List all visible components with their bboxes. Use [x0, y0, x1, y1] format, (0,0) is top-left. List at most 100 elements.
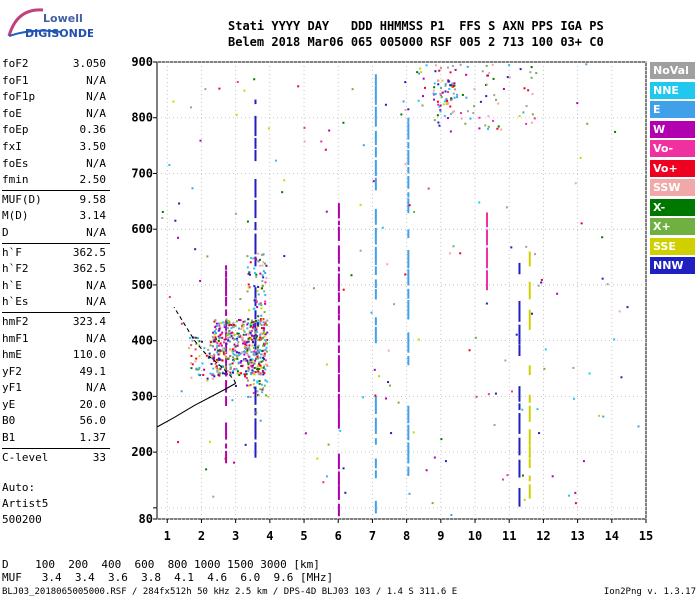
header-line-2: Belem 2018 Mar06 065 005000 RSF 005 2 71… — [228, 35, 604, 49]
legend-item: X- — [650, 198, 695, 216]
echo-dot — [238, 374, 241, 377]
echo-dot — [209, 341, 212, 344]
echo-dot — [481, 70, 484, 73]
param-value: N/A — [86, 90, 106, 104]
param-row: fmin 2.50 — [2, 172, 110, 189]
echo-dot — [194, 348, 197, 351]
echo-dot — [262, 330, 265, 333]
echo-dot — [246, 323, 249, 326]
echo-dot — [438, 105, 441, 108]
y-tick-label: 200 — [131, 445, 153, 459]
echo-dot — [213, 338, 216, 341]
echo-dot — [359, 249, 362, 252]
echo-dot — [226, 326, 229, 329]
echo-dot — [264, 302, 267, 305]
echo-dot — [255, 301, 258, 304]
echo-dot — [253, 344, 256, 347]
echo-dot — [232, 370, 235, 373]
echo-dot — [373, 368, 376, 371]
echo-dot — [246, 348, 249, 351]
param-value: 9.58 — [79, 192, 107, 206]
echo-dot — [237, 335, 240, 338]
version-label: Ion2Png v. 1.3.17 — [603, 587, 696, 597]
echo-dot — [227, 339, 230, 342]
echo-dot — [243, 330, 246, 333]
echo-dot — [250, 350, 253, 353]
echo-dot — [425, 64, 428, 67]
echo-dot — [257, 363, 260, 366]
echo-dot — [413, 210, 416, 213]
echo-dot — [214, 348, 217, 351]
param-value: 323.4 — [72, 314, 106, 328]
echo-dot — [556, 292, 559, 295]
echo-dot — [217, 370, 220, 373]
echo-dot — [207, 356, 210, 359]
echo-dot — [493, 423, 496, 426]
echo-dot — [387, 349, 390, 352]
echo-dot — [219, 342, 222, 345]
param-label: foF1p — [2, 90, 36, 104]
echo-dot — [637, 425, 640, 428]
echo-dot — [535, 72, 538, 75]
echo-dot — [219, 326, 222, 329]
logo-top-text: Lowell — [43, 12, 83, 25]
param-label: hmE — [2, 348, 22, 362]
echo-dot — [217, 322, 220, 325]
echo-dot — [459, 112, 462, 115]
echo-dot — [397, 401, 400, 404]
echo-dot — [262, 366, 265, 369]
echo-dot — [324, 148, 327, 151]
echo-dot — [263, 358, 266, 361]
legend-item: X+ — [650, 218, 695, 235]
echo-dot — [264, 339, 267, 342]
echo-dot — [478, 127, 481, 130]
echo-dot — [214, 319, 217, 322]
echo-dot — [521, 408, 524, 411]
echo-dot — [264, 300, 267, 303]
echo-dot — [228, 332, 231, 335]
echo-dot — [262, 321, 265, 324]
param-row: yF1 N/A — [2, 380, 110, 397]
echo-dot — [576, 102, 579, 105]
echo-dot — [264, 333, 267, 336]
echo-dot — [537, 284, 540, 287]
echo-dot — [251, 369, 254, 372]
echo-dot — [474, 336, 477, 339]
echo-dot — [417, 99, 420, 102]
param-label: h`Es — [2, 295, 29, 309]
echo-dot — [433, 82, 436, 85]
echo-dot — [386, 263, 389, 266]
echo-dot — [217, 335, 220, 338]
echo-dot — [216, 367, 219, 370]
echo-dot — [255, 325, 258, 328]
echo-dot — [449, 252, 452, 255]
echo-dot — [479, 100, 482, 103]
echo-dot — [362, 396, 365, 399]
echo-dot — [530, 121, 533, 124]
echo-dot — [247, 337, 250, 340]
echo-dot — [229, 348, 232, 351]
param-value: 362.5 — [72, 245, 106, 259]
echo-dot — [266, 338, 269, 341]
y-tick-label: 700 — [131, 166, 153, 180]
echo-dot — [216, 351, 219, 354]
echo-dot — [233, 338, 236, 341]
echo-dot — [242, 329, 245, 332]
param-value: N/A — [86, 106, 106, 120]
param-label: yF2 — [2, 364, 22, 378]
echo-dot — [197, 368, 200, 371]
echo-dot — [248, 336, 251, 339]
echo-dot — [492, 77, 495, 80]
echo-dot — [453, 82, 456, 85]
echo-dot — [236, 357, 239, 360]
echo-dot — [585, 63, 588, 66]
echo-dot — [252, 352, 255, 355]
echo-dot — [242, 324, 245, 327]
echo-dot — [433, 119, 436, 122]
echo-dot — [212, 357, 215, 360]
echo-dot — [263, 344, 266, 347]
echo-dot — [236, 339, 239, 342]
legend-item: SSW — [650, 179, 695, 196]
param-label: hmF1 — [2, 331, 29, 345]
